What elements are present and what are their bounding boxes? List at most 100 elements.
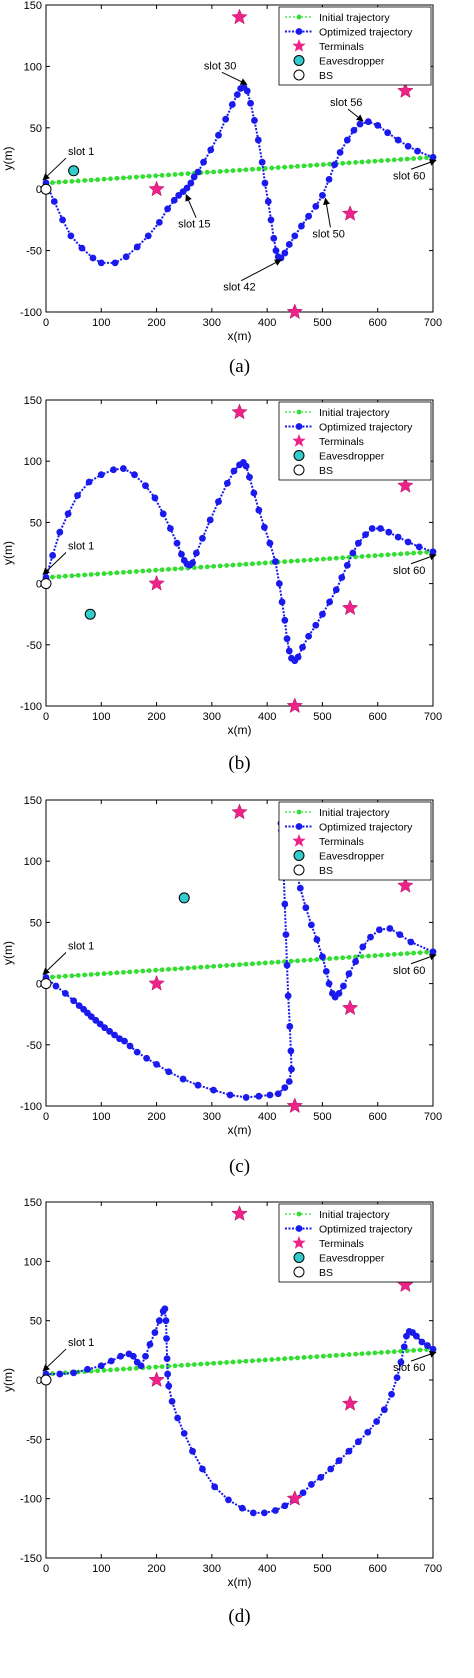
optimized-trajectory-point xyxy=(50,198,58,205)
optimized-trajectory-point xyxy=(199,534,206,542)
initial-trajectory-point xyxy=(133,969,139,974)
optimized-trajectory-point xyxy=(429,948,437,956)
optimized-trajectory-point xyxy=(233,91,241,99)
initial-trajectory-point xyxy=(82,972,88,978)
initial-trajectory-point xyxy=(191,965,197,971)
legend-label: Optimized trajectory xyxy=(319,822,413,834)
initial-trajectory-point xyxy=(320,162,326,167)
initial-trajectory-point xyxy=(179,1362,184,1368)
initial-trajectory-point xyxy=(308,557,313,563)
optimized-trajectory-point xyxy=(340,982,347,990)
y-tick-label: 0 xyxy=(36,1375,42,1387)
initial-trajectory-point xyxy=(250,561,255,567)
x-tick-label: 600 xyxy=(369,317,387,329)
optimized-trajectory-point xyxy=(165,1382,173,1390)
legend-optimized-marker xyxy=(295,823,303,830)
y-tick-label: -100 xyxy=(20,307,42,319)
annotation-arrow xyxy=(42,952,67,975)
initial-trajectory-point xyxy=(366,553,371,559)
legend-label: Eavesdropper xyxy=(319,851,385,863)
annotation-arrow xyxy=(185,194,197,218)
y-tick-label: -50 xyxy=(26,640,42,652)
initial-trajectory-point xyxy=(398,1348,404,1354)
initial-trajectory-point xyxy=(237,1359,242,1365)
figure-caption: (a) xyxy=(229,356,250,377)
optimized-trajectory-point xyxy=(385,528,393,536)
annotation-label: slot 1 xyxy=(68,146,94,158)
initial-trajectory-point xyxy=(88,177,94,183)
optimized-trajectory-point xyxy=(283,635,291,643)
initial-trajectory-point xyxy=(372,158,378,164)
initial-trajectory-point xyxy=(69,178,75,184)
optimized-trajectory-point xyxy=(178,550,185,558)
optimized-trajectory-point xyxy=(335,1457,343,1465)
terminal-star xyxy=(231,8,248,25)
optimized-trajectory-point xyxy=(414,147,421,155)
optimized-trajectory-point xyxy=(281,900,289,908)
optimized-trajectory-point xyxy=(215,498,222,505)
optimized-trajectory-point xyxy=(251,117,258,124)
optimized-trajectory-point xyxy=(194,1081,202,1089)
annotation-label: slot 15 xyxy=(178,219,210,231)
optimized-trajectory-point xyxy=(312,621,320,629)
initial-trajectory-point xyxy=(295,558,300,564)
annotation-label: slot 30 xyxy=(204,60,236,72)
bs-marker xyxy=(40,1374,52,1386)
initial-trajectory-point xyxy=(101,176,107,182)
chart-panel-d: 0 100 200 300 400 500 600 700 -150 -100 -50 0 50 100 1… xyxy=(1,1197,442,1627)
legend-terminal-star xyxy=(292,434,306,447)
optimized-trajectory-point xyxy=(64,510,72,518)
optimized-trajectory-point xyxy=(187,179,195,187)
legend-label: BS xyxy=(319,865,333,877)
annotation-arrow xyxy=(410,159,437,170)
initial-trajectory-point xyxy=(379,952,384,958)
optimized-trajectory-point xyxy=(319,953,326,961)
initial-trajectory-point xyxy=(301,557,307,563)
x-tick-label: 200 xyxy=(147,317,165,329)
optimized-trajectory-point xyxy=(192,549,200,557)
optimized-trajectory-point xyxy=(327,1465,335,1473)
x-tick-label: 700 xyxy=(424,711,442,723)
y-tick-label: 100 xyxy=(24,856,42,868)
optimized-trajectory-point xyxy=(194,168,202,176)
initial-trajectory-point xyxy=(230,562,236,568)
optimized-trajectory-point xyxy=(278,598,286,606)
terminal-star xyxy=(148,1371,165,1388)
legend-bs-marker xyxy=(293,864,305,876)
initial-trajectory-point xyxy=(179,966,184,971)
optimized-trajectory-point xyxy=(121,1037,128,1045)
initial-trajectory-point xyxy=(333,1352,339,1358)
legend-label: Initial trajectory xyxy=(319,12,390,24)
initial-trajectory-point xyxy=(217,963,223,969)
initial-trajectory-point xyxy=(275,959,281,965)
optimized-trajectory-point xyxy=(255,1092,263,1100)
initial-trajectory-point xyxy=(282,559,288,565)
x-tick-label: 700 xyxy=(424,1563,442,1575)
initial-trajectory-point xyxy=(237,562,242,568)
initial-trajectory-point xyxy=(75,572,81,578)
optimized-trajectory-point xyxy=(368,525,376,532)
initial-trajectory-point xyxy=(262,960,268,966)
y-tick-label: 100 xyxy=(24,456,42,468)
initial-trajectory-point xyxy=(146,173,152,179)
optimized-trajectory-point xyxy=(111,1031,118,1039)
optimized-trajectory-point xyxy=(164,1370,172,1378)
initial-trajectory-point xyxy=(359,1351,365,1357)
initial-trajectory-point xyxy=(295,163,300,169)
legend-bs-marker xyxy=(293,464,305,476)
y-axis-label: y(m) xyxy=(1,147,15,171)
initial-trajectory-point xyxy=(166,566,171,572)
optimized-trajectory-point xyxy=(386,925,394,932)
figure-caption: (d) xyxy=(228,1606,250,1627)
terminal-star xyxy=(397,1276,414,1293)
optimized-trajectory-point xyxy=(282,931,290,939)
y-tick-label: -50 xyxy=(26,1434,42,1446)
x-tick-label: 0 xyxy=(43,1111,49,1123)
optimized-trajectory-point xyxy=(155,1317,163,1325)
optimized-trajectory-point xyxy=(388,1390,395,1398)
optimized-trajectory-point xyxy=(364,1428,372,1436)
annotation-label: slot 50 xyxy=(312,228,344,240)
optimized-trajectory-point xyxy=(332,586,340,594)
annotation-label: slot 1 xyxy=(68,1337,94,1349)
optimized-trajectory-point xyxy=(106,1027,113,1035)
